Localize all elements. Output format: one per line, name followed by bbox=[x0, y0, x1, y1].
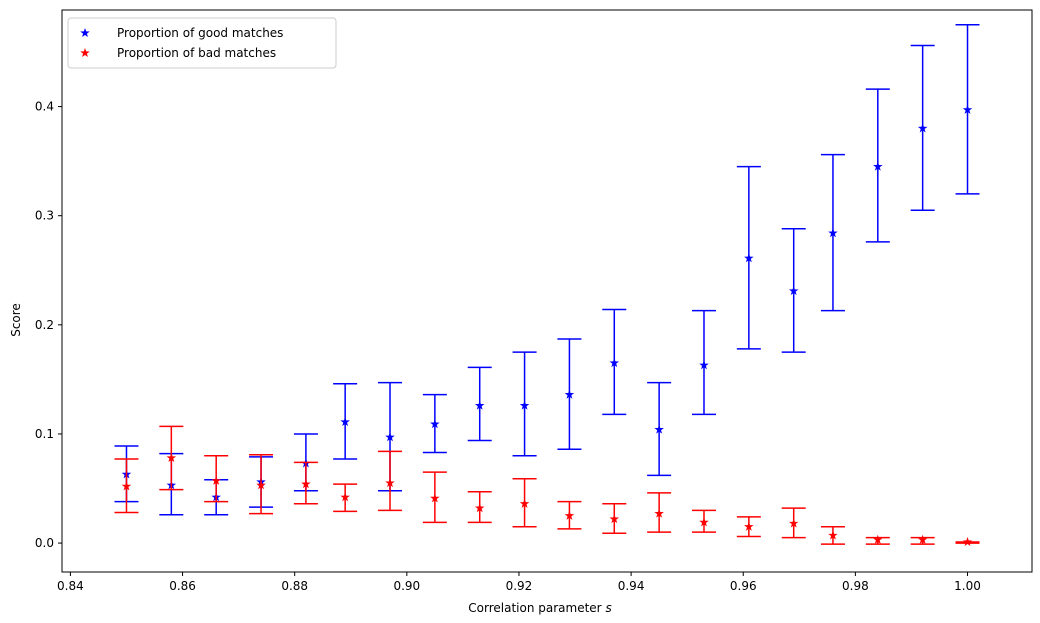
x-tick-label: 0.96 bbox=[730, 579, 757, 593]
data-point bbox=[256, 480, 266, 490]
data-point bbox=[564, 389, 575, 399]
data-point bbox=[788, 286, 799, 296]
series-bad-matches bbox=[114, 425, 980, 547]
data-point bbox=[340, 416, 350, 426]
data-point bbox=[873, 534, 883, 544]
data-point bbox=[609, 514, 620, 524]
data-point bbox=[917, 123, 928, 133]
data-point bbox=[519, 400, 530, 410]
data-point bbox=[828, 530, 838, 540]
data-point bbox=[474, 400, 485, 410]
data-point bbox=[301, 479, 311, 489]
legend-marker bbox=[80, 28, 90, 38]
x-tick-label: 0.86 bbox=[169, 579, 196, 593]
data-point bbox=[430, 419, 440, 429]
x-tick-label: 0.92 bbox=[506, 579, 533, 593]
data-point bbox=[699, 517, 709, 527]
y-tick-label: 0.2 bbox=[35, 318, 54, 332]
y-tick-label: 0.3 bbox=[35, 209, 54, 223]
series-good-matches bbox=[114, 23, 980, 516]
legend: Proportion of good matches Proportion of … bbox=[67, 17, 337, 69]
legend-label: Proportion of bad matches bbox=[117, 46, 276, 60]
legend-frame bbox=[67, 17, 337, 69]
data-point bbox=[744, 253, 754, 263]
data-point bbox=[609, 358, 620, 368]
data-point bbox=[744, 521, 754, 531]
axes: 0.84 0.86 0.88 0.90 0.92 0.94 0.96 0.98 1.00 0.0 0… bbox=[35, 9, 1033, 593]
x-axis-label-variable: s bbox=[605, 601, 611, 615]
data-point bbox=[828, 228, 838, 238]
data-point bbox=[121, 481, 132, 491]
y-axis-label: Score bbox=[9, 303, 23, 337]
legend-marker bbox=[80, 48, 90, 58]
data-point bbox=[917, 534, 928, 544]
data-point bbox=[340, 492, 350, 502]
legend-label: Proportion of good matches bbox=[117, 26, 283, 40]
data-point bbox=[564, 510, 575, 520]
x-tick-label: 0.88 bbox=[281, 579, 308, 593]
x-tick-label: 0.84 bbox=[57, 579, 84, 593]
data-point bbox=[873, 161, 883, 171]
data-point bbox=[211, 475, 221, 485]
x-axis-label-text: Correlation parameter bbox=[468, 601, 605, 615]
data-point bbox=[166, 452, 177, 463]
data-point bbox=[788, 518, 799, 528]
data-point bbox=[474, 503, 485, 513]
x-tick-label: 0.90 bbox=[393, 579, 420, 593]
x-tick-label: 0.94 bbox=[618, 579, 645, 593]
y-tick-label: 0.0 bbox=[35, 536, 54, 550]
y-tick-label: 0.4 bbox=[35, 100, 54, 114]
data-point bbox=[654, 424, 664, 434]
x-tick-label: 0.98 bbox=[842, 579, 869, 593]
axes-frame bbox=[61, 9, 1033, 573]
data-point bbox=[519, 498, 530, 508]
data-point bbox=[962, 536, 973, 547]
data-point bbox=[699, 360, 709, 370]
x-axis-label: Correlation parameter s bbox=[468, 601, 611, 615]
data-point bbox=[385, 478, 395, 488]
data-point bbox=[962, 104, 973, 114]
x-tick-label: 1.00 bbox=[954, 579, 981, 593]
y-tick-label: 0.1 bbox=[35, 427, 54, 441]
data-point bbox=[385, 432, 395, 442]
data-point bbox=[430, 493, 440, 503]
data-point bbox=[654, 508, 664, 518]
plot-area bbox=[114, 23, 980, 547]
